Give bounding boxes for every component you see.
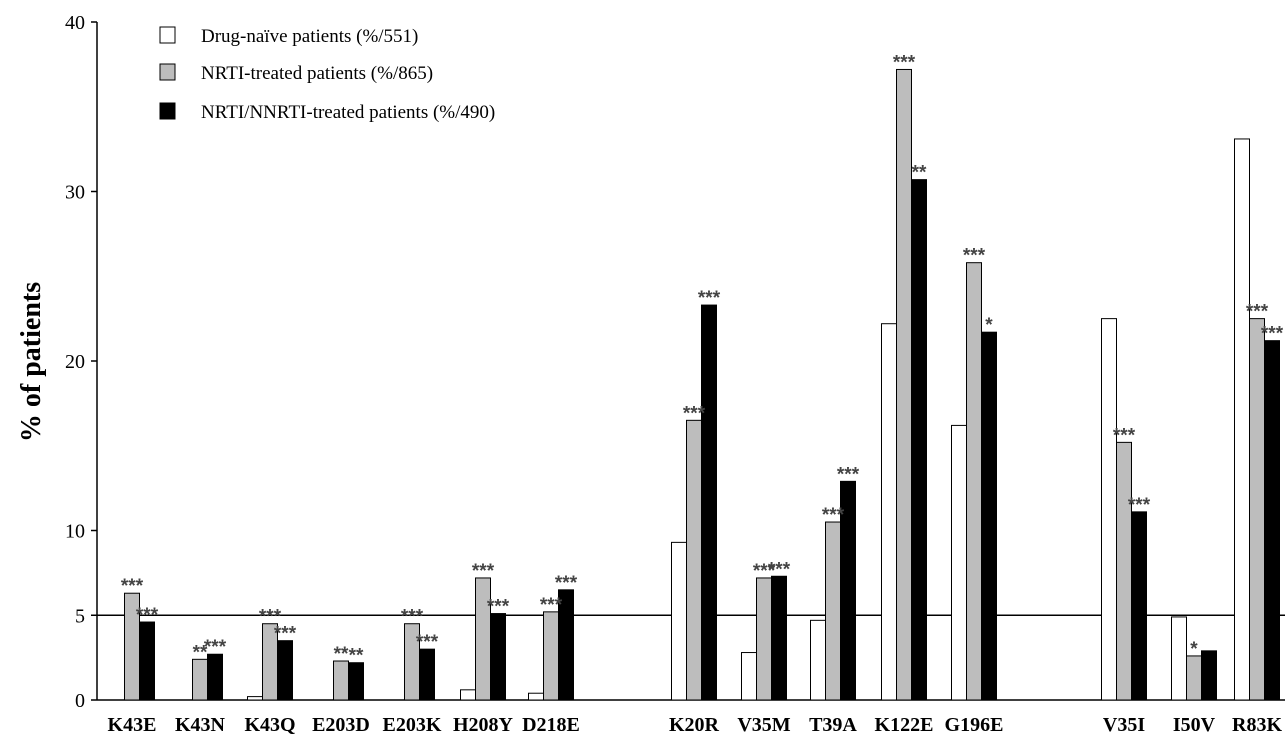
significance-label: *** <box>1113 425 1136 446</box>
significance-label: *** <box>683 403 706 424</box>
bar-k20r-series-1 <box>671 541 687 701</box>
category-label: K20R <box>669 714 720 736</box>
bar-v35i-series-2 <box>1116 441 1132 701</box>
bars <box>124 68 1280 701</box>
significance-label: *** <box>555 573 578 594</box>
legend-swatch <box>159 63 176 81</box>
category-label: E203D <box>312 714 370 736</box>
significance-label: * <box>985 315 993 336</box>
significance-label: ** <box>334 644 349 665</box>
category-label: R83K <box>1232 714 1282 736</box>
bar-d218e-series-2 <box>543 611 559 701</box>
bar-h208y-series-3 <box>490 613 506 701</box>
legend-swatch <box>159 102 176 120</box>
significance-label: *** <box>768 559 791 580</box>
significance-label: ** <box>912 163 927 184</box>
category-label: H208Y <box>453 714 514 736</box>
y-tick-label: 30 <box>65 182 85 204</box>
significance-label: *** <box>698 288 721 309</box>
bar-r83k-series-2 <box>1249 318 1265 701</box>
significance-label: * <box>1190 639 1198 660</box>
bar-k122e-series-2 <box>896 68 912 701</box>
y-tick-label: 0 <box>75 690 85 712</box>
significance-label: *** <box>401 607 424 628</box>
significance-label: *** <box>487 597 510 618</box>
y-tick-label: 40 <box>65 12 85 34</box>
bar-t39a-series-2 <box>825 521 841 701</box>
category-label: V35M <box>737 714 790 736</box>
category-label: K122E <box>875 714 934 736</box>
significance-label: *** <box>204 637 227 658</box>
significance-label: *** <box>753 561 776 582</box>
bar-r83k-series-3 <box>1264 340 1280 701</box>
bar-g196e-series-2 <box>966 262 982 701</box>
significance-label: *** <box>822 505 845 526</box>
bar-t39a-series-3 <box>840 480 856 701</box>
significance-label: ** <box>349 646 364 667</box>
legend-swatch <box>159 26 176 44</box>
category-label: V35I <box>1103 714 1145 736</box>
category-label: K43N <box>175 714 226 736</box>
bar-k43e-series-3 <box>139 621 155 701</box>
bar-v35m-series-3 <box>771 575 787 701</box>
bar-i50v-series-1 <box>1171 616 1187 701</box>
bar-g196e-series-3 <box>981 331 997 701</box>
category-label: T39A <box>809 714 857 736</box>
bar-t39a-series-1 <box>810 619 826 701</box>
axes: 0 5 10 20 30 40 % of patients K43E K43N K43Q E203D… <box>16 12 1285 736</box>
bar-k43q-series-3 <box>277 640 293 701</box>
bar-v35i-series-3 <box>1131 511 1147 701</box>
category-label: E203K <box>383 714 442 736</box>
bar-k122e-series-3 <box>911 179 927 701</box>
significance-labels: ****************************************… <box>121 52 1284 666</box>
category-label: K43E <box>108 714 157 736</box>
significance-label: *** <box>1128 495 1151 516</box>
bar-i50v-series-3 <box>1201 650 1217 701</box>
significance-label: *** <box>416 632 439 653</box>
bar-k43n-series-2 <box>192 658 208 701</box>
bar-i50v-series-2 <box>1186 655 1202 701</box>
significance-label: *** <box>274 624 297 645</box>
y-tick-label: 10 <box>65 521 85 543</box>
bar-v35i-series-1 <box>1101 318 1117 701</box>
significance-label: ** <box>193 642 208 663</box>
bar-r83k-series-1 <box>1234 138 1250 701</box>
legend-label: NRTI-treated patients (%/865) <box>201 63 433 84</box>
bar-k20r-series-3 <box>701 304 717 701</box>
bar-v35m-series-1 <box>741 652 757 701</box>
bar-v35m-series-2 <box>756 577 772 701</box>
bar-d218e-series-1 <box>528 692 544 701</box>
bar-e203d-series-2 <box>333 660 349 701</box>
bar-e203d-series-3 <box>348 662 364 701</box>
bar-k122e-series-1 <box>881 323 897 701</box>
category-label: I50V <box>1173 714 1216 736</box>
bar-d218e-series-3 <box>558 589 574 701</box>
category-label: D218E <box>522 714 580 736</box>
bar-k20r-series-2 <box>686 419 702 701</box>
significance-label: *** <box>963 246 986 267</box>
bar-k43q-series-1 <box>247 696 263 701</box>
bar-h208y-series-1 <box>460 689 476 701</box>
category-label: G196E <box>945 714 1004 736</box>
significance-label: *** <box>472 561 495 582</box>
category-label: K43Q <box>244 714 295 736</box>
y-axis-label: % of patients <box>16 282 47 442</box>
significance-label: *** <box>1246 302 1269 323</box>
significance-label: *** <box>121 576 144 597</box>
legend: Drug-naïve patients (%/551) NRTI-treated … <box>159 26 495 123</box>
significance-label: *** <box>540 595 563 616</box>
y-tick-label: 5 <box>75 605 85 627</box>
significance-label: *** <box>136 605 159 626</box>
bar-g196e-series-1 <box>951 424 967 701</box>
y-tick-label: 20 <box>65 351 85 373</box>
bar-e203k-series-3 <box>419 648 435 701</box>
significance-label: *** <box>1261 324 1284 345</box>
legend-label: Drug-naïve patients (%/551) <box>201 26 418 47</box>
significance-label: *** <box>259 607 282 628</box>
bar-k43n-series-3 <box>207 653 223 701</box>
legend-label: NRTI/NNRTI-treated patients (%/490) <box>201 102 495 123</box>
significance-label: *** <box>893 52 916 73</box>
significance-label: *** <box>837 464 860 485</box>
